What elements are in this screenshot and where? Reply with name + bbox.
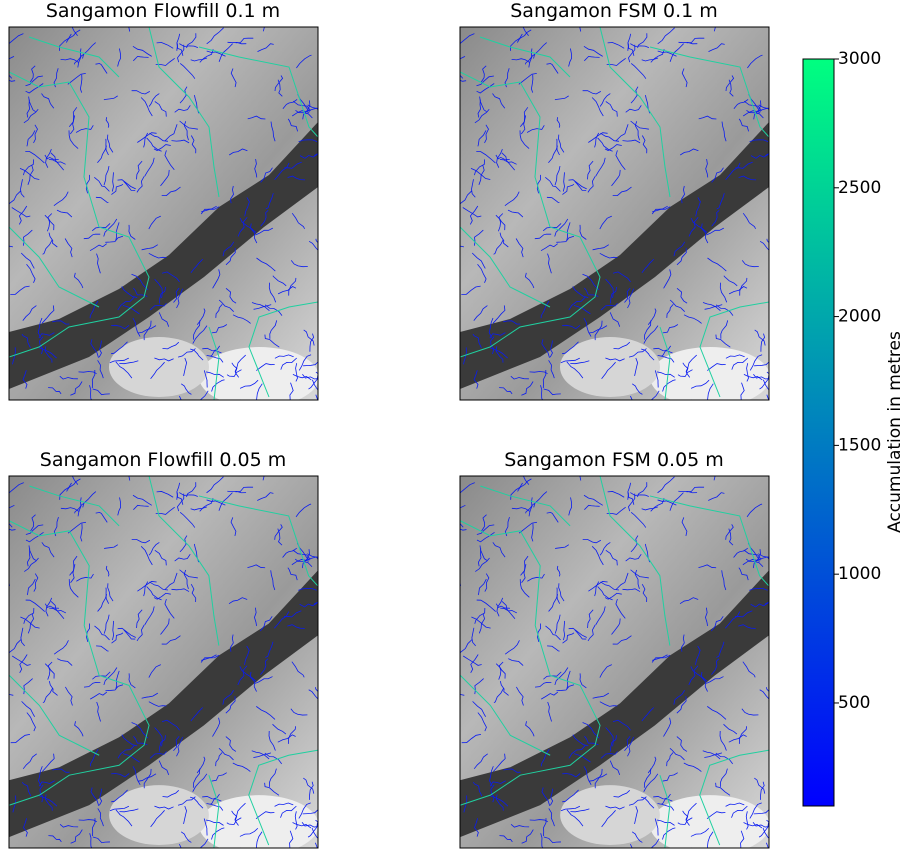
tick-label: 1000 [838,564,881,584]
colorbar-bar [803,59,834,806]
panel: Sangamon Flowfill 0.05 m [0,449,334,849]
colorbar-label: Accumulation in metres [885,331,904,533]
tick-label: 2000 [838,307,881,327]
panel: Sangamon FSM 0.05 m [445,449,785,849]
panel: Sangamon Flowfill 0.1 m [0,0,335,413]
panel: Sangamon FSM 0.1 m [445,0,786,413]
tick-label: 3000 [838,49,881,69]
panel-title: Sangamon FSM 0.1 m [510,0,718,22]
figure: Sangamon Flowfill 0.1 m Sangamon FSM 0.1… [0,0,904,849]
colorbar: Accumulation in metres 500 1000 1500 2000 25… [803,49,904,806]
tick-label: 500 [838,693,870,713]
panel-title: Sangamon Flowfill 0.1 m [46,0,280,22]
tick-label: 2500 [838,178,881,198]
panel-title: Sangamon Flowfill 0.05 m [40,449,286,471]
panel-title: Sangamon FSM 0.05 m [504,449,724,471]
tick-label: 1500 [838,435,881,455]
